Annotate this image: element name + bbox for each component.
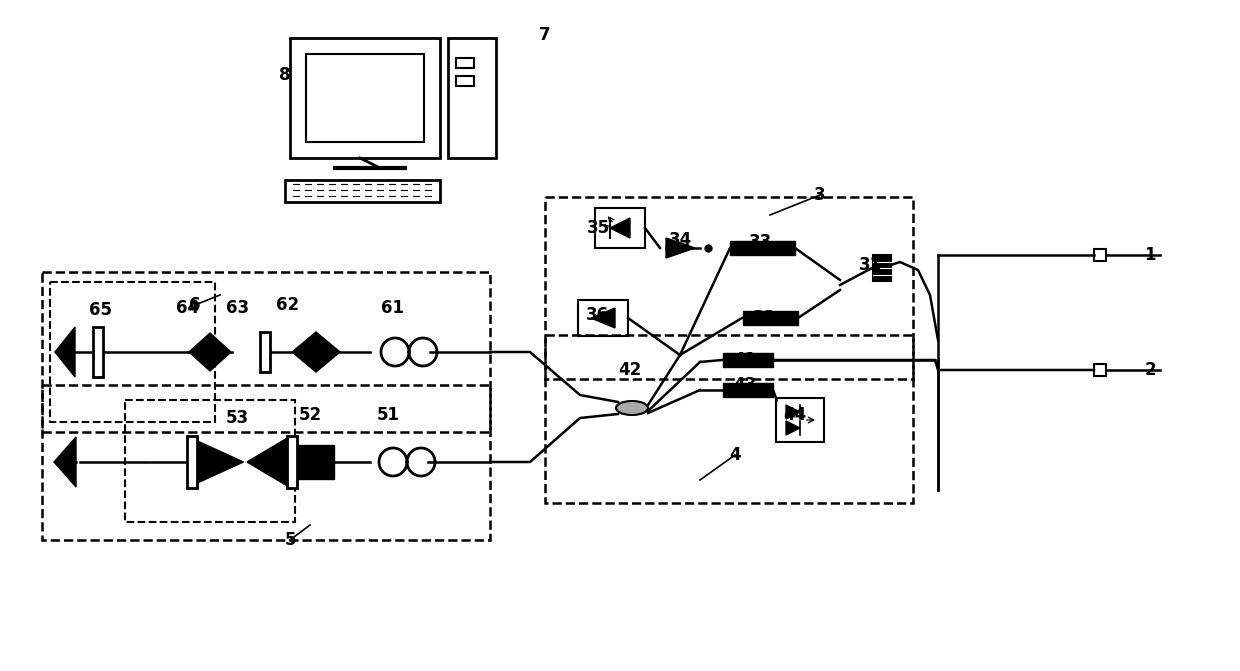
Bar bbox=[286, 436, 298, 488]
Bar bbox=[285, 180, 440, 202]
Bar bbox=[546, 335, 913, 503]
Bar bbox=[729, 241, 795, 255]
Bar bbox=[125, 400, 295, 522]
Polygon shape bbox=[188, 437, 243, 487]
Bar bbox=[448, 38, 496, 158]
Text: 36: 36 bbox=[585, 306, 609, 324]
Polygon shape bbox=[610, 218, 630, 238]
Ellipse shape bbox=[616, 401, 649, 415]
Text: 51: 51 bbox=[377, 406, 399, 424]
Text: 53: 53 bbox=[226, 409, 248, 427]
Text: 64: 64 bbox=[176, 299, 200, 317]
Polygon shape bbox=[55, 437, 76, 487]
Text: 5: 5 bbox=[284, 531, 296, 549]
Text: 6: 6 bbox=[190, 296, 201, 314]
Bar bbox=[50, 282, 215, 422]
Polygon shape bbox=[291, 332, 340, 372]
Text: 2: 2 bbox=[1145, 361, 1156, 379]
Bar bbox=[1094, 249, 1106, 261]
Polygon shape bbox=[786, 405, 800, 419]
Text: 52: 52 bbox=[299, 406, 321, 424]
Text: 32: 32 bbox=[754, 309, 776, 327]
Bar bbox=[260, 332, 270, 372]
Text: 3: 3 bbox=[815, 186, 826, 204]
Bar bbox=[578, 300, 627, 336]
Bar bbox=[456, 58, 474, 68]
Polygon shape bbox=[55, 327, 74, 377]
Text: 35: 35 bbox=[587, 219, 610, 237]
Bar bbox=[873, 255, 892, 281]
Bar bbox=[723, 353, 773, 367]
Text: 4: 4 bbox=[729, 446, 740, 464]
Text: 61: 61 bbox=[382, 299, 404, 317]
Bar bbox=[723, 383, 773, 397]
Polygon shape bbox=[188, 333, 231, 371]
Polygon shape bbox=[247, 437, 289, 487]
Bar bbox=[743, 311, 797, 325]
Bar bbox=[93, 327, 103, 377]
Bar bbox=[776, 398, 825, 442]
Polygon shape bbox=[591, 308, 615, 328]
Text: 63: 63 bbox=[227, 299, 249, 317]
Text: 43: 43 bbox=[733, 376, 756, 394]
Text: 31: 31 bbox=[858, 256, 882, 274]
Bar bbox=[1094, 364, 1106, 376]
Text: 41: 41 bbox=[733, 351, 756, 369]
Text: 62: 62 bbox=[277, 296, 300, 314]
Polygon shape bbox=[786, 421, 800, 435]
Polygon shape bbox=[666, 238, 694, 258]
Bar bbox=[187, 436, 197, 488]
Bar bbox=[42, 272, 490, 432]
Bar bbox=[595, 208, 645, 248]
Text: 34: 34 bbox=[668, 231, 692, 249]
Bar bbox=[290, 38, 440, 158]
Text: 33: 33 bbox=[749, 233, 771, 251]
Bar bbox=[42, 385, 490, 540]
Text: 44: 44 bbox=[784, 406, 807, 424]
Text: 7: 7 bbox=[539, 26, 551, 44]
Text: 8: 8 bbox=[279, 66, 290, 84]
Text: 42: 42 bbox=[619, 361, 641, 379]
Text: 65: 65 bbox=[88, 301, 112, 319]
Text: 1: 1 bbox=[1145, 246, 1156, 264]
Bar bbox=[298, 445, 334, 479]
Bar bbox=[306, 54, 424, 142]
Bar bbox=[546, 197, 913, 379]
Bar bbox=[456, 76, 474, 86]
